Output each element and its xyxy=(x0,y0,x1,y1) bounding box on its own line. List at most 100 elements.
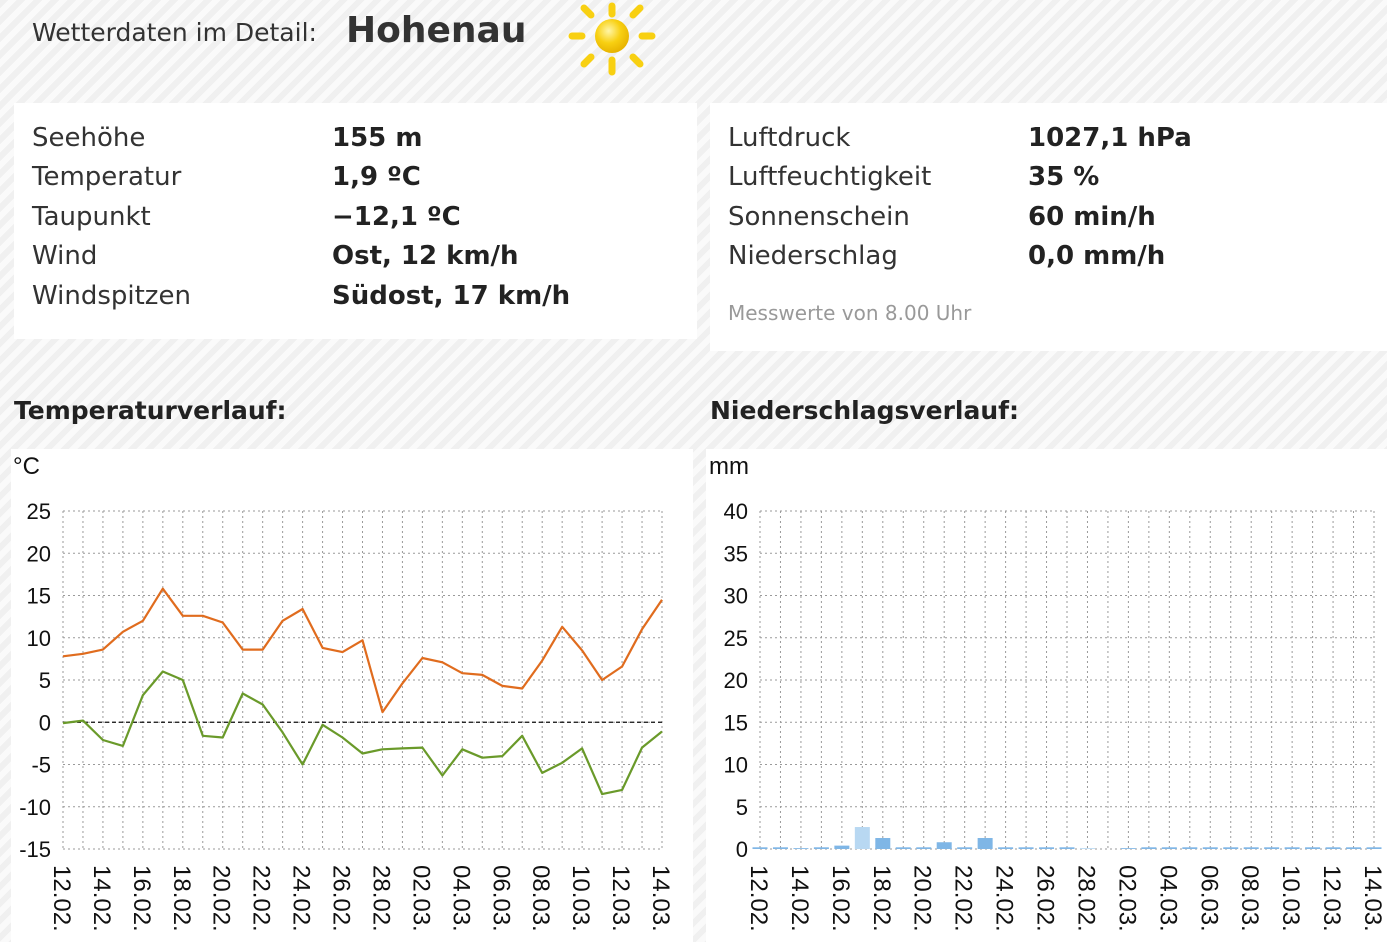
temperature-unit-label: °C xyxy=(13,453,40,480)
x-tick-label: 04.03. xyxy=(1154,865,1181,932)
x-tick-label: 26.02. xyxy=(328,865,355,932)
info-value: −12,1 ºC xyxy=(332,202,461,232)
info-value: Südost, 17 km/h xyxy=(332,281,571,311)
precipitation-bar xyxy=(1161,847,1177,849)
x-tick-label: 08.03. xyxy=(527,865,554,932)
x-tick-label: 14.02. xyxy=(786,865,813,932)
max-temperature-line xyxy=(62,587,663,714)
precipitation-bar xyxy=(1284,847,1300,849)
x-tick-label: 06.03. xyxy=(1195,865,1222,932)
info-label: Sonnenschein xyxy=(728,202,910,232)
precipitation-bar xyxy=(854,827,870,849)
x-tick-label: 12.03. xyxy=(607,865,634,932)
precipitation-bar xyxy=(1182,847,1198,849)
precipitation-bar xyxy=(998,847,1014,849)
precipitation-bar xyxy=(1141,847,1157,849)
x-tick-label: 28.02. xyxy=(1072,865,1099,932)
x-tick-label: 12.02. xyxy=(48,865,75,932)
precipitation-bar xyxy=(895,847,911,849)
info-value: 155 m xyxy=(332,123,423,153)
x-tick-label: 10.03. xyxy=(1277,865,1304,932)
x-tick-label: 22.02. xyxy=(248,865,275,932)
x-tick-label: 02.03. xyxy=(1113,865,1140,932)
y-tick-label: 25 xyxy=(27,499,51,524)
precipitation-bar xyxy=(834,845,850,849)
y-tick-label: 15 xyxy=(27,584,51,609)
x-tick-label: 16.02. xyxy=(827,865,854,932)
temperature-chart: °C 25 20 15 10 5 0 -5 -10 -15 12.02. 14.02. 16.02. 1… xyxy=(11,449,693,942)
station-info-panel: Seehöhe 155 m Temperatur 1,9 ºC Taupunkt… xyxy=(14,103,697,339)
info-label: Wind xyxy=(32,241,98,271)
precipitation-bar xyxy=(1325,847,1341,849)
x-tick-label: 28.02. xyxy=(367,865,394,932)
precipitation-bar xyxy=(1346,847,1362,849)
x-tick-label: 20.02. xyxy=(208,865,235,932)
x-tick-label: 26.02. xyxy=(1032,865,1059,932)
precipitation-unit-label: mm xyxy=(709,453,749,480)
min-temperature-line xyxy=(62,670,663,796)
y-tick-label: 40 xyxy=(724,499,748,524)
info-label: Taupunkt xyxy=(32,202,151,232)
y-tick-label: 0 xyxy=(736,837,748,862)
x-tick-label: 18.02. xyxy=(168,865,195,932)
info-label: Luftdruck xyxy=(728,123,851,153)
x-tick-label: 24.02. xyxy=(991,865,1018,932)
precipitation-bar xyxy=(752,847,768,849)
precipitation-bar xyxy=(772,847,788,849)
precipitation-bar xyxy=(1366,847,1382,849)
location-name: Hohenau xyxy=(346,10,527,51)
x-tick-label: 06.03. xyxy=(487,865,514,932)
precipitation-bar xyxy=(1223,847,1239,849)
y-tick-label: 5 xyxy=(736,795,748,820)
y-tick-label: 15 xyxy=(724,710,748,735)
y-tick-label: -10 xyxy=(19,795,51,820)
x-tick-label: 18.02. xyxy=(868,865,895,932)
precipitation-bar xyxy=(1202,847,1218,849)
info-value: 0,0 mm/h xyxy=(1028,241,1166,271)
precipitation-bar xyxy=(936,842,952,849)
info-label: Temperatur xyxy=(32,162,182,192)
y-tick-label: 35 xyxy=(724,541,748,566)
x-tick-label: 12.03. xyxy=(1318,865,1345,932)
info-value: Ost, 12 km/h xyxy=(332,241,519,271)
y-tick-label: 30 xyxy=(724,584,748,609)
info-value: 1027,1 hPa xyxy=(1028,123,1192,153)
precipitation-chart: mm 40 35 30 25 20 15 10 5 0 12.02. 14.02. 16.02. 18.… xyxy=(706,449,1387,942)
y-tick-label: -15 xyxy=(19,837,51,862)
precipitation-bar xyxy=(813,847,829,849)
precipitation-bar xyxy=(1079,848,1095,849)
y-tick-label: 0 xyxy=(39,710,51,735)
precipitation-bar xyxy=(916,847,932,849)
y-tick-label: 20 xyxy=(27,541,51,566)
info-label: Luftfeuchtigkeit xyxy=(728,162,932,192)
info-label: Seehöhe xyxy=(32,123,146,153)
x-tick-label: 04.03. xyxy=(447,865,474,932)
y-tick-label: 10 xyxy=(27,626,51,651)
info-value: 1,9 ºC xyxy=(332,162,421,192)
header-prefix: Wetterdaten im Detail: xyxy=(32,18,317,47)
y-tick-label: 10 xyxy=(724,753,748,778)
x-tick-label: 02.03. xyxy=(407,865,434,932)
precipitation-chart-svg: 40 35 30 25 20 15 10 5 0 12.02. 14.02. 16.02. 18.02.… xyxy=(724,499,1386,932)
precipitation-bar xyxy=(1018,847,1034,849)
x-tick-label: 20.02. xyxy=(909,865,936,932)
temperature-chart-title: Temperaturverlauf: xyxy=(14,396,287,425)
x-tick-label: 08.03. xyxy=(1236,865,1263,932)
precipitation-bar xyxy=(977,838,993,849)
measurement-time-note: Messwerte von 8.00 Uhr xyxy=(728,301,972,325)
precipitation-bar xyxy=(875,838,891,849)
x-tick-label: 12.02. xyxy=(745,865,772,932)
y-tick-label: 25 xyxy=(724,626,748,651)
x-tick-label: 10.03. xyxy=(567,865,594,932)
precipitation-chart-title: Niederschlagsverlauf: xyxy=(710,396,1020,425)
x-tick-label: 16.02. xyxy=(128,865,155,932)
page-header: Wetterdaten im Detail: Hohenau xyxy=(0,0,1387,100)
x-tick-label: 14.03. xyxy=(647,865,674,932)
precipitation-bar xyxy=(793,848,809,849)
measurement-panel: Luftdruck 1027,1 hPa Luftfeuchtigkeit 35… xyxy=(710,103,1387,351)
x-tick-label: 14.03. xyxy=(1359,865,1386,932)
y-tick-label: 5 xyxy=(39,668,51,693)
x-tick-label: 22.02. xyxy=(950,865,977,932)
precipitation-bar xyxy=(1059,847,1075,849)
info-label: Windspitzen xyxy=(32,281,191,311)
